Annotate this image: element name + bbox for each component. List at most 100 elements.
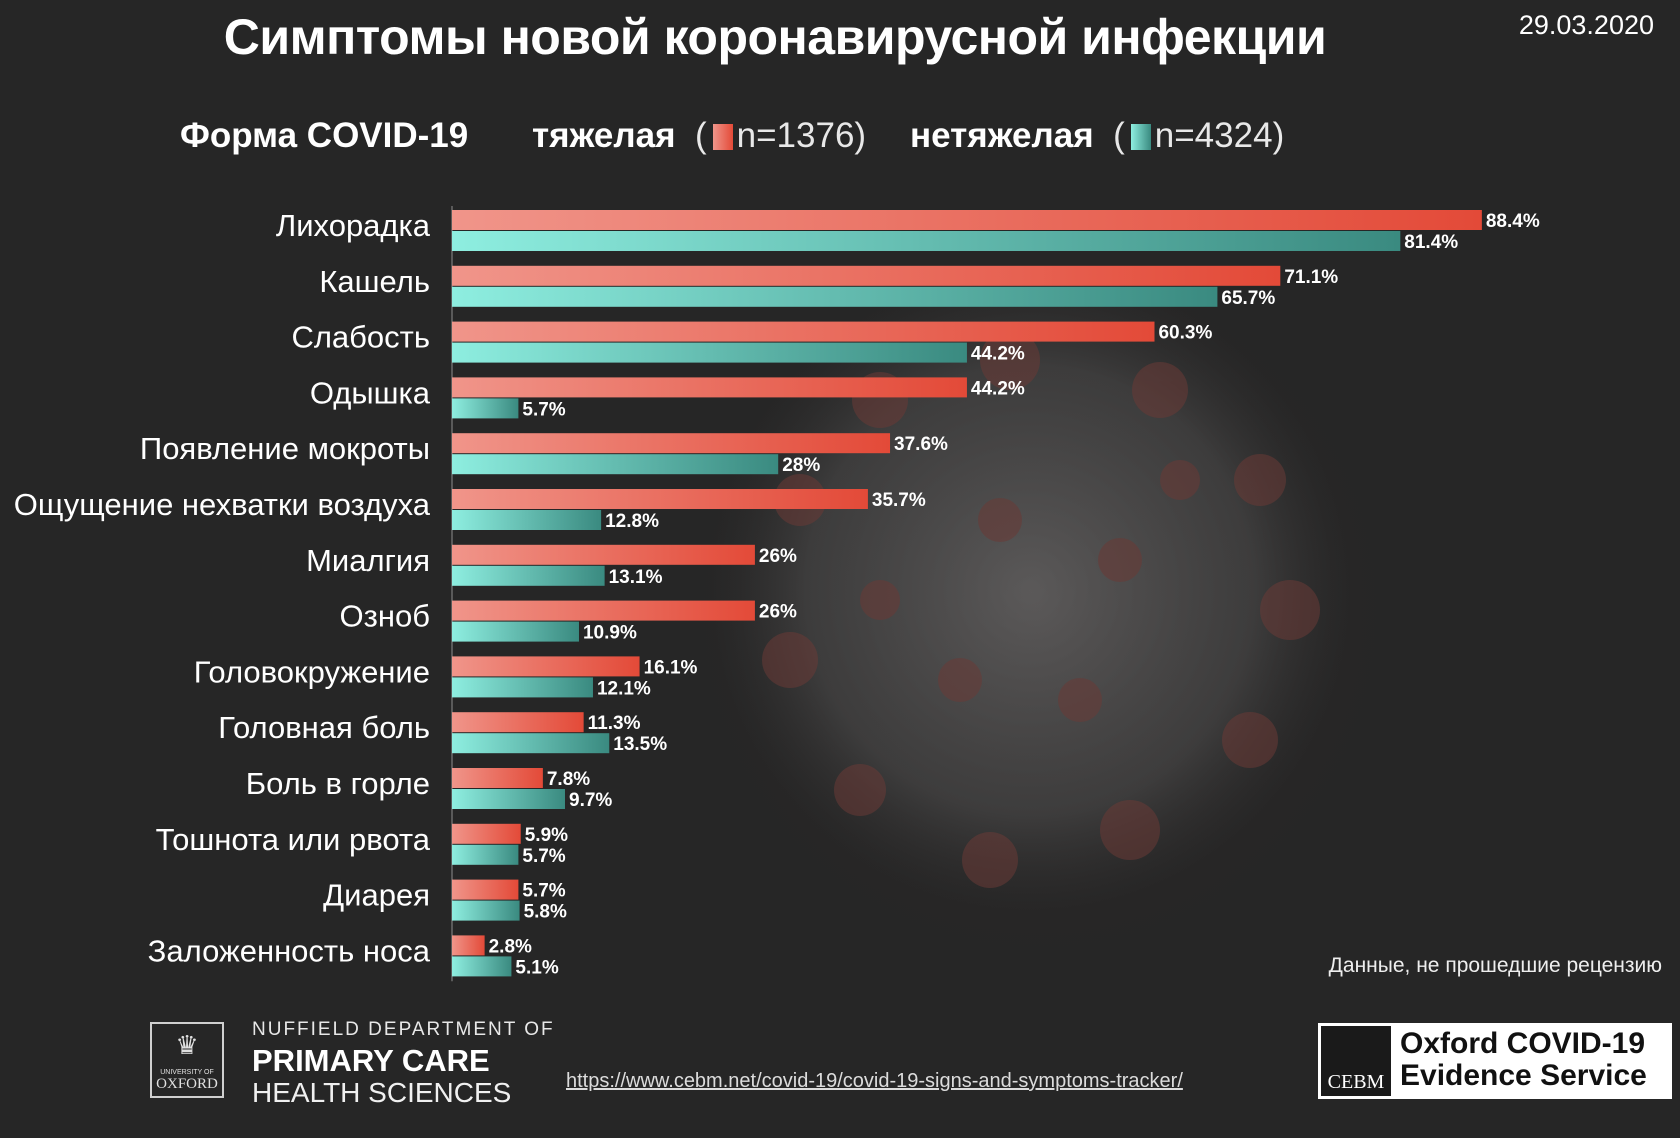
bar-severe — [452, 656, 640, 677]
legend-severe-count: (n=1376) — [685, 116, 867, 155]
oxford-logo-line2: OXFORD — [156, 1076, 218, 1092]
bar-mild — [452, 565, 605, 586]
bar-severe — [452, 210, 1482, 230]
data-label: 26% — [759, 602, 797, 623]
cebm-logo: CEBM Oxford COVID-19 Evidence Service — [1318, 1023, 1672, 1099]
legend-item-severe: тяжелая (n=1376) — [532, 116, 866, 156]
legend-severe-label: тяжелая — [532, 116, 676, 155]
legend-item-mild: нетяжелая (n=4324) — [910, 116, 1284, 156]
category-label: Диарея — [323, 878, 430, 913]
bar-severe — [452, 823, 521, 844]
data-label: 5.8% — [524, 902, 567, 923]
category-label: Головная боль — [218, 710, 430, 745]
nuffield-line2: PRIMARY CARE — [252, 1043, 490, 1078]
bar-severe — [452, 265, 1281, 286]
category-label: Миалгия — [306, 543, 430, 578]
oxford-crest-icon: ♛ — [175, 1030, 199, 1060]
category-label: Озноб — [340, 599, 430, 634]
data-label: 88.4% — [1486, 211, 1540, 232]
legend-title: Форма COVID-19 — [180, 116, 469, 155]
bar-severe — [452, 879, 519, 900]
legend-mild-count: (n=4324) — [1103, 116, 1285, 155]
data-label: 5.1% — [515, 957, 558, 978]
bar-mild — [452, 789, 566, 809]
date-label: 29.03.2020 — [1518, 10, 1654, 40]
bar-mild — [452, 398, 519, 419]
bar-severe — [452, 433, 891, 454]
bar-mild — [452, 510, 602, 530]
bar-severe — [452, 712, 584, 733]
data-label: 44.2% — [971, 344, 1025, 365]
data-label: 5.9% — [525, 825, 568, 846]
bar-mild — [452, 900, 520, 921]
symptoms-bar-chart: Лихорадка 88.4% 81.4% Кашель 71.1% 65.7% Слабо… — [14, 206, 1540, 982]
data-label: 37.6% — [894, 434, 948, 455]
bar-mild — [452, 342, 967, 363]
data-label: 2.8% — [489, 936, 532, 957]
data-label: 7.8% — [547, 769, 590, 790]
bar-mild — [452, 454, 779, 475]
data-label: 5.7% — [522, 881, 565, 902]
bar-severe — [452, 768, 543, 788]
category-label: Слабость — [291, 320, 430, 355]
data-label: 11.3% — [588, 713, 641, 734]
mild-swatch — [1130, 124, 1151, 150]
cebm-title: Oxford COVID-19 Evidence Service — [1400, 1028, 1647, 1092]
data-label: 9.7% — [569, 790, 612, 811]
category-label: Появление мокроты — [140, 431, 430, 466]
bar-severe — [452, 544, 755, 565]
source-link[interactable]: https://www.cebm.net/covid-19/covid-19-s… — [566, 1070, 1183, 1092]
cebm-line2: Evidence Service — [1400, 1059, 1647, 1092]
bar-severe — [452, 600, 755, 621]
data-label: 81.4% — [1404, 232, 1458, 253]
oxford-logo-line1: UNIVERSITY OF — [160, 1069, 214, 1076]
bar-severe — [452, 489, 868, 509]
category-label: Лихорадка — [276, 208, 431, 243]
bar-mild — [452, 621, 579, 642]
data-label: 5.7% — [522, 399, 565, 420]
bar-mild — [452, 286, 1218, 307]
category-label: Тошнота или рвота — [156, 822, 431, 857]
data-label: 65.7% — [1221, 288, 1275, 309]
bar-mild — [452, 231, 1401, 251]
category-label: Ощущение нехватки воздуха — [14, 487, 431, 522]
category-label: Заложенность носа — [148, 933, 431, 968]
category-label: Головокружение — [194, 654, 430, 689]
data-label: 71.1% — [1284, 267, 1338, 288]
data-label: 10.9% — [583, 623, 637, 644]
bar-severe — [452, 377, 967, 398]
data-label: 13.1% — [609, 567, 663, 588]
bar-mild — [452, 733, 610, 754]
bar-mild — [452, 956, 512, 977]
bar-severe — [452, 321, 1155, 342]
data-label: 28% — [782, 455, 820, 476]
data-label: 5.7% — [522, 846, 565, 867]
data-label: 16.1% — [644, 657, 698, 678]
data-label: 12.1% — [597, 678, 651, 699]
nuffield-line1: NUFFIELD DEPARTMENT OF — [252, 1019, 555, 1040]
category-label: Одышка — [310, 375, 431, 410]
data-label: 44.2% — [971, 378, 1025, 399]
bar-mild — [452, 844, 519, 865]
virus-background-image — [650, 220, 1430, 1000]
data-label: 60.3% — [1158, 323, 1212, 344]
bar-severe — [452, 935, 485, 956]
data-label: 13.5% — [613, 734, 667, 755]
page-title: Симптомы новой коронавирусной инфекции — [223, 9, 1327, 65]
nuffield-line3: HEALTH SCIENCES — [252, 1077, 512, 1108]
bar-mild — [452, 677, 593, 698]
data-label: 12.8% — [605, 511, 659, 532]
footnote: Данные, не прошедшие рецензию — [1328, 954, 1662, 977]
mild-n: n=4324 — [1154, 116, 1273, 155]
data-label: 35.7% — [872, 490, 926, 511]
severe-n: n=1376 — [736, 116, 855, 155]
legend-mild-label: нетяжелая — [910, 116, 1094, 155]
category-label: Боль в горле — [246, 766, 430, 801]
oxford-logo: ♛ UNIVERSITY OF OXFORD — [150, 1022, 224, 1098]
category-label: Кашель — [319, 264, 430, 299]
cebm-mark: CEBM — [1321, 1026, 1391, 1096]
cebm-line1: Oxford COVID-19 — [1400, 1027, 1646, 1060]
nuffield-logo: NUFFIELD DEPARTMENT OF PRIMARY CARE HEAL… — [252, 1020, 555, 1107]
severe-swatch — [712, 124, 733, 150]
data-label: 26% — [759, 546, 797, 567]
